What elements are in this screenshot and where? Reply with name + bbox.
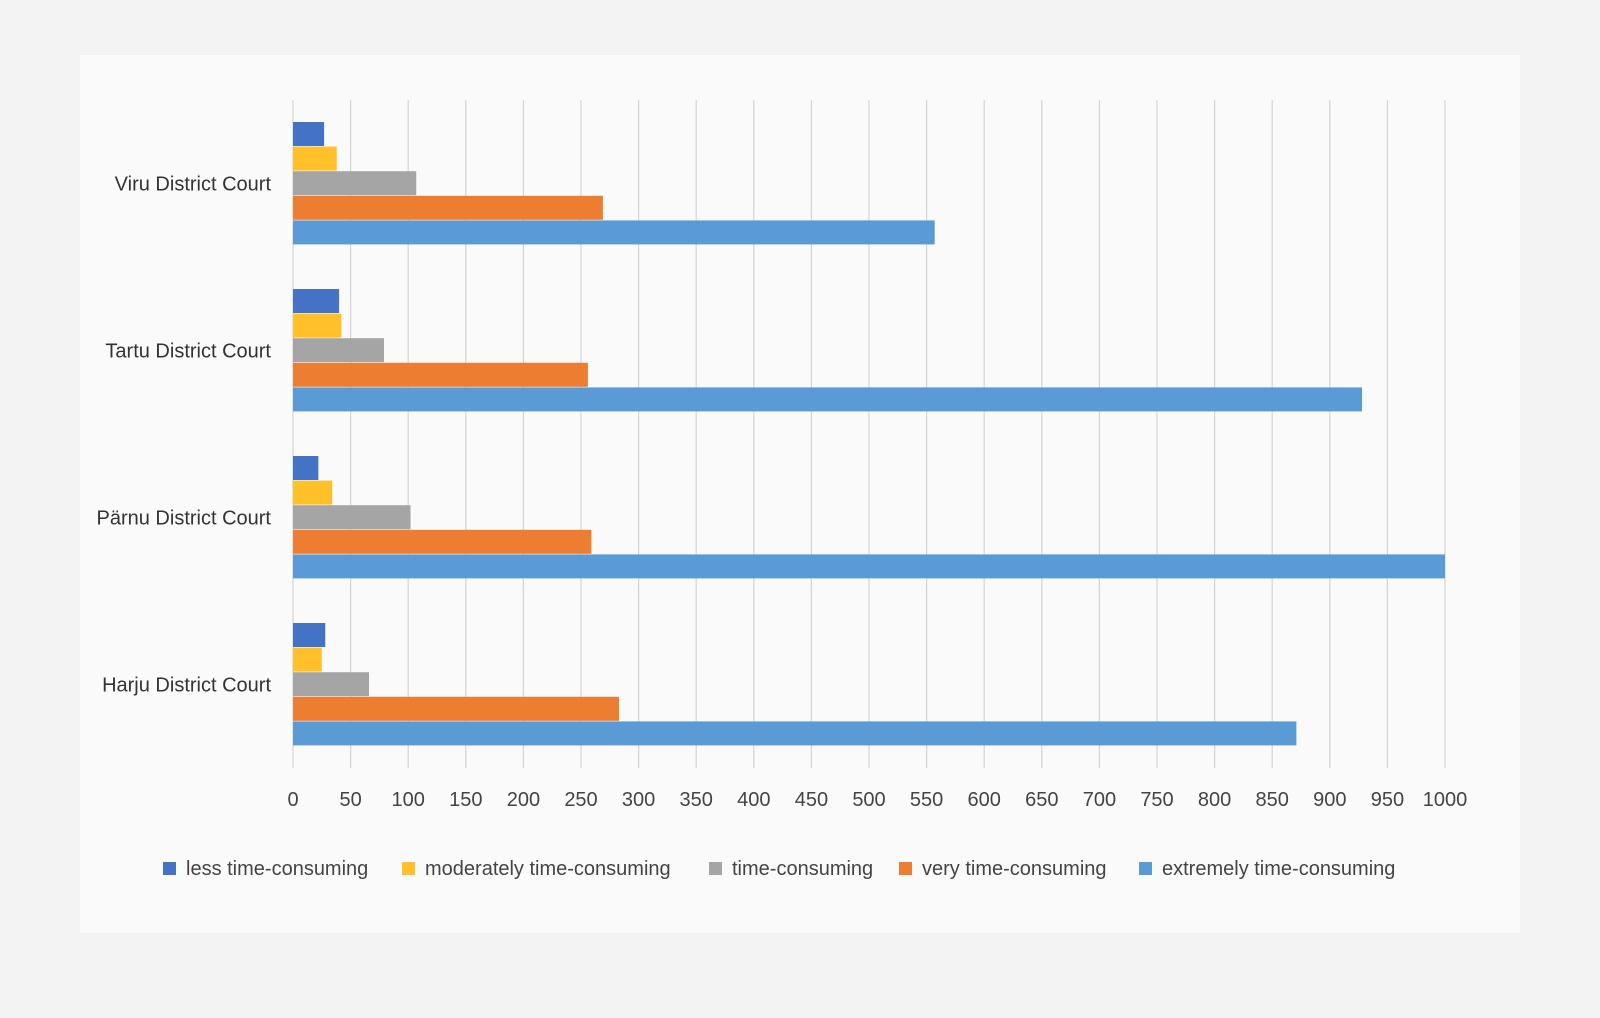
x-tick-label: 450: [795, 789, 828, 811]
x-tick-labels: 0 50 100 150 200 250 300 350 400 450 500 550 600 650 7…: [287, 789, 1467, 811]
category-label: Harju District Court: [102, 675, 271, 697]
bar-extremely-time-consuming: [293, 721, 1297, 746]
x-tick-label: 600: [968, 789, 1001, 811]
legend-label: time-consuming: [732, 858, 873, 880]
category-label: Pärnu District Court: [97, 508, 272, 530]
chart-panel: Viru District Court Tartu District Court P…: [80, 55, 1520, 933]
category-labels: Viru District Court Tartu District Court P…: [97, 174, 272, 697]
bar-extremely-time-consuming: [293, 387, 1363, 412]
x-tick-label: 300: [622, 789, 655, 811]
x-tick-label: 400: [737, 789, 770, 811]
bar-very-time-consuming: [293, 195, 603, 220]
legend-swatch-moderately-time-consuming: [402, 862, 415, 875]
x-tick-label: 700: [1083, 789, 1116, 811]
legend-swatch-time-consuming: [709, 862, 722, 875]
bar-very-time-consuming: [293, 696, 620, 721]
bar-extremely-time-consuming: [293, 554, 1445, 579]
bar-less-time-consuming: [293, 289, 340, 313]
x-tick-label: 500: [852, 789, 885, 811]
x-tick-label: 850: [1256, 789, 1289, 811]
bar-moderately-time-consuming: [293, 647, 322, 672]
bar-time-consuming: [293, 672, 370, 697]
x-tick-label: 0: [287, 789, 298, 811]
bars: [293, 122, 1445, 746]
bar-extremely-time-consuming: [293, 220, 935, 245]
category-label: Tartu District Court: [105, 341, 271, 363]
bar-very-time-consuming: [293, 529, 592, 554]
x-tick-label: 650: [1025, 789, 1058, 811]
x-tick-label: 800: [1198, 789, 1231, 811]
bar-moderately-time-consuming: [293, 313, 342, 338]
x-tick-label: 50: [339, 789, 361, 811]
x-tick-label: 150: [449, 789, 482, 811]
x-tick-label: 950: [1371, 789, 1404, 811]
legend-swatch-very-time-consuming: [899, 862, 912, 875]
bar-time-consuming: [293, 171, 417, 196]
legend: less time-consuming moderately time-consu…: [163, 858, 1395, 880]
legend-label: less time-consuming: [186, 858, 368, 880]
legend-swatch-less-time-consuming: [163, 862, 176, 875]
legend-swatch-extremely-time-consuming: [1139, 862, 1152, 875]
x-tick-label: 200: [507, 789, 540, 811]
x-tick-label: 750: [1140, 789, 1173, 811]
bar-chart: Viru District Court Tartu District Court P…: [97, 100, 1467, 880]
legend-label: extremely time-consuming: [1162, 858, 1395, 880]
category-label: Viru District Court: [115, 174, 272, 196]
legend-label: moderately time-consuming: [425, 858, 671, 880]
bar-time-consuming: [293, 338, 385, 363]
x-tick-label: 1000: [1423, 789, 1468, 811]
x-tick-label: 100: [392, 789, 425, 811]
x-tick-label: 900: [1313, 789, 1346, 811]
bar-very-time-consuming: [293, 362, 588, 387]
bar-moderately-time-consuming: [293, 480, 333, 505]
bar-less-time-consuming: [293, 122, 325, 146]
x-tick-label: 550: [910, 789, 943, 811]
bar-less-time-consuming: [293, 456, 319, 480]
x-tick-label: 350: [680, 789, 713, 811]
legend-label: very time-consuming: [922, 858, 1107, 880]
bar-time-consuming: [293, 505, 411, 530]
x-tick-label: 250: [564, 789, 597, 811]
bar-less-time-consuming: [293, 623, 326, 647]
bar-moderately-time-consuming: [293, 146, 337, 171]
